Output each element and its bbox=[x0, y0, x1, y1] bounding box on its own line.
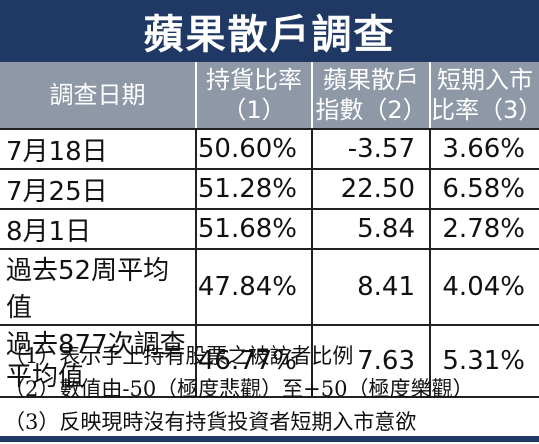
cell-short-term: 5.31% bbox=[429, 325, 539, 398]
survey-table: 調查日期 持貨比率 （1） 蘋果散戶 指數（2） 短期入市 比率（3） 7月18… bbox=[0, 62, 539, 398]
cell-holding: 51.68% bbox=[195, 209, 312, 250]
header-short-term-ratio: 短期入市 比率（3） bbox=[429, 62, 539, 130]
cell-holding: 46.77% bbox=[195, 325, 312, 398]
header-short-line1: 短期入市 bbox=[437, 66, 533, 94]
footnote-3: （3）反映現時沒有持貨投資者短期入市意欲 bbox=[4, 410, 417, 434]
cell-date: 過去52周平均值 bbox=[0, 249, 196, 326]
cell-index: -3.57 bbox=[311, 129, 430, 170]
table-title: 蘋果散戶調查 bbox=[0, 0, 539, 62]
bottom-rule bbox=[0, 436, 539, 442]
header-date: 調查日期 bbox=[0, 62, 196, 130]
footnote-1: （1）表示手上持有股票之被訪者比例 bbox=[4, 344, 354, 368]
footnote-2: （2）數值由-50（極度悲觀）至+50（極度樂觀） bbox=[4, 377, 474, 401]
header-retail-index: 蘋果散戶 指數（2） bbox=[311, 62, 430, 130]
table-row: 8月1日 51.68% 5.84 2.78% bbox=[0, 209, 539, 250]
cell-index: 5.84 bbox=[311, 209, 430, 250]
cell-index: 22.50 bbox=[311, 169, 430, 210]
table-row: 過去877次調查 平均值 46.77% 7.63 5.31% bbox=[0, 325, 539, 398]
table-row: 7月25日 51.28% 22.50 6.58% bbox=[0, 169, 539, 210]
cell-short-term: 4.04% bbox=[429, 249, 539, 326]
cell-holding: 51.28% bbox=[195, 169, 312, 210]
cell-short-term: 3.66% bbox=[429, 129, 539, 170]
header-holding-ratio: 持貨比率 （1） bbox=[195, 62, 312, 130]
header-index-line1: 蘋果散戶 bbox=[323, 66, 419, 94]
header-holding-line1: 持貨比率 bbox=[206, 66, 302, 94]
cell-date: 過去877次調查 平均值 bbox=[0, 325, 196, 398]
header-short-line2: 比率（3） bbox=[431, 96, 539, 124]
cell-date: 7月25日 bbox=[0, 169, 196, 210]
cell-index: 8.41 bbox=[311, 249, 430, 326]
cell-date-line1: 過去877次調查 bbox=[6, 330, 186, 360]
table-row: 過去52周平均值 47.84% 8.41 4.04% bbox=[0, 249, 539, 326]
cell-date-line2: 平均值 bbox=[6, 362, 85, 392]
header-holding-line2: （1） bbox=[222, 96, 286, 124]
cell-date: 7月18日 bbox=[0, 129, 196, 170]
header-row: 調查日期 持貨比率 （1） 蘋果散戶 指數（2） 短期入市 比率（3） bbox=[0, 62, 539, 130]
header-index-line2: 指數（2） bbox=[315, 96, 427, 124]
cell-holding: 50.60% bbox=[195, 129, 312, 170]
cell-date: 8月1日 bbox=[0, 209, 196, 250]
cell-index: 7.63 bbox=[311, 325, 430, 398]
footnotes: （1）表示手上持有股票之被訪者比例 （2）數值由-50（極度悲觀）至+50（極度… bbox=[4, 340, 534, 439]
cell-holding: 47.84% bbox=[195, 249, 312, 326]
table-row: 7月18日 50.60% -3.57 3.66% bbox=[0, 129, 539, 170]
cell-short-term: 2.78% bbox=[429, 209, 539, 250]
cell-short-term: 6.58% bbox=[429, 169, 539, 210]
header-date-label: 調查日期 bbox=[49, 81, 146, 109]
